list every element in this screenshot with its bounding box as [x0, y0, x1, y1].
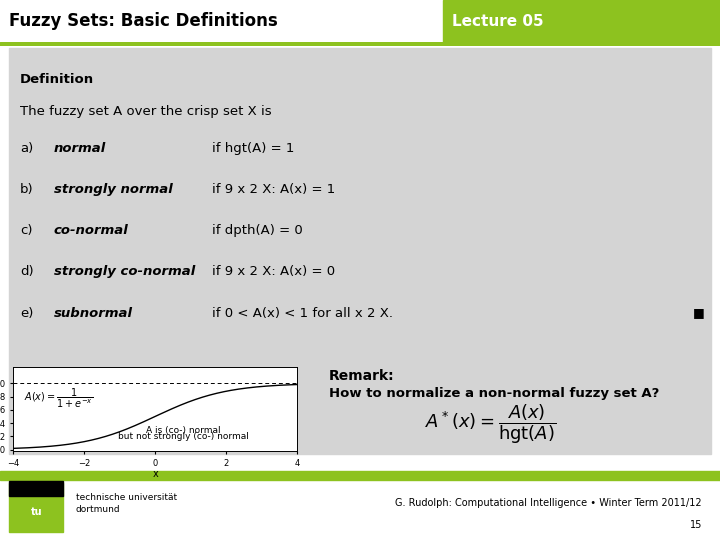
Text: Fuzzy Sets: Basic Definitions: Fuzzy Sets: Basic Definitions — [9, 12, 278, 30]
Text: e): e) — [20, 307, 34, 320]
Bar — [0, 0, 443, 42]
Text: b): b) — [20, 184, 34, 197]
Text: strongly normal: strongly normal — [54, 184, 173, 197]
Text: A is (co-) normal: A is (co-) normal — [146, 426, 221, 435]
Text: if 9 x 2 X: A(x) = 0: if 9 x 2 X: A(x) = 0 — [212, 266, 336, 279]
Text: Definition: Definition — [20, 72, 94, 85]
Text: but not strongly (co-) normal: but not strongly (co-) normal — [118, 431, 249, 441]
X-axis label: x: x — [153, 469, 158, 479]
Text: Lecture 05: Lecture 05 — [452, 14, 544, 29]
Text: d): d) — [20, 266, 34, 279]
Text: a): a) — [20, 143, 33, 156]
Text: if 0 < A(x) < 1 for all x 2 X.: if 0 < A(x) < 1 for all x 2 X. — [212, 307, 393, 320]
Text: ■: ■ — [693, 307, 704, 320]
Text: G. Rudolph: Computational Intelligence • Winter Term 2011/12: G. Rudolph: Computational Intelligence •… — [395, 498, 702, 508]
Text: subnormal: subnormal — [54, 307, 133, 320]
Bar — [443, 0, 720, 42]
Text: 15: 15 — [690, 520, 702, 530]
Bar — [0, 471, 720, 480]
Text: Remark:: Remark: — [329, 369, 395, 383]
Bar — [9, 483, 63, 531]
Text: if hgt(A) = 1: if hgt(A) = 1 — [212, 143, 294, 156]
Text: c): c) — [20, 225, 32, 238]
Text: $A^*(x) = \dfrac{A(x)}{\mathrm{hgt}(A)}$: $A^*(x) = \dfrac{A(x)}{\mathrm{hgt}(A)}$ — [425, 402, 557, 446]
Text: $A(x) = \dfrac{1}{1+e^{-x}}$: $A(x) = \dfrac{1}{1+e^{-x}}$ — [24, 386, 93, 410]
Text: technische universität
dortmund: technische universität dortmund — [76, 493, 176, 514]
Text: co-normal: co-normal — [54, 225, 129, 238]
Text: strongly co-normal: strongly co-normal — [54, 266, 195, 279]
Text: How to normalize a non-normal fuzzy set A?: How to normalize a non-normal fuzzy set … — [329, 387, 660, 400]
Text: The fuzzy set A over the crisp set X is: The fuzzy set A over the crisp set X is — [20, 105, 271, 118]
Text: if 9 x 2 X: A(x) = 1: if 9 x 2 X: A(x) = 1 — [212, 184, 336, 197]
Text: if dpth(A) = 0: if dpth(A) = 0 — [212, 225, 303, 238]
Text: tu: tu — [31, 507, 42, 517]
Text: normal: normal — [54, 143, 107, 156]
Bar — [9, 481, 63, 496]
